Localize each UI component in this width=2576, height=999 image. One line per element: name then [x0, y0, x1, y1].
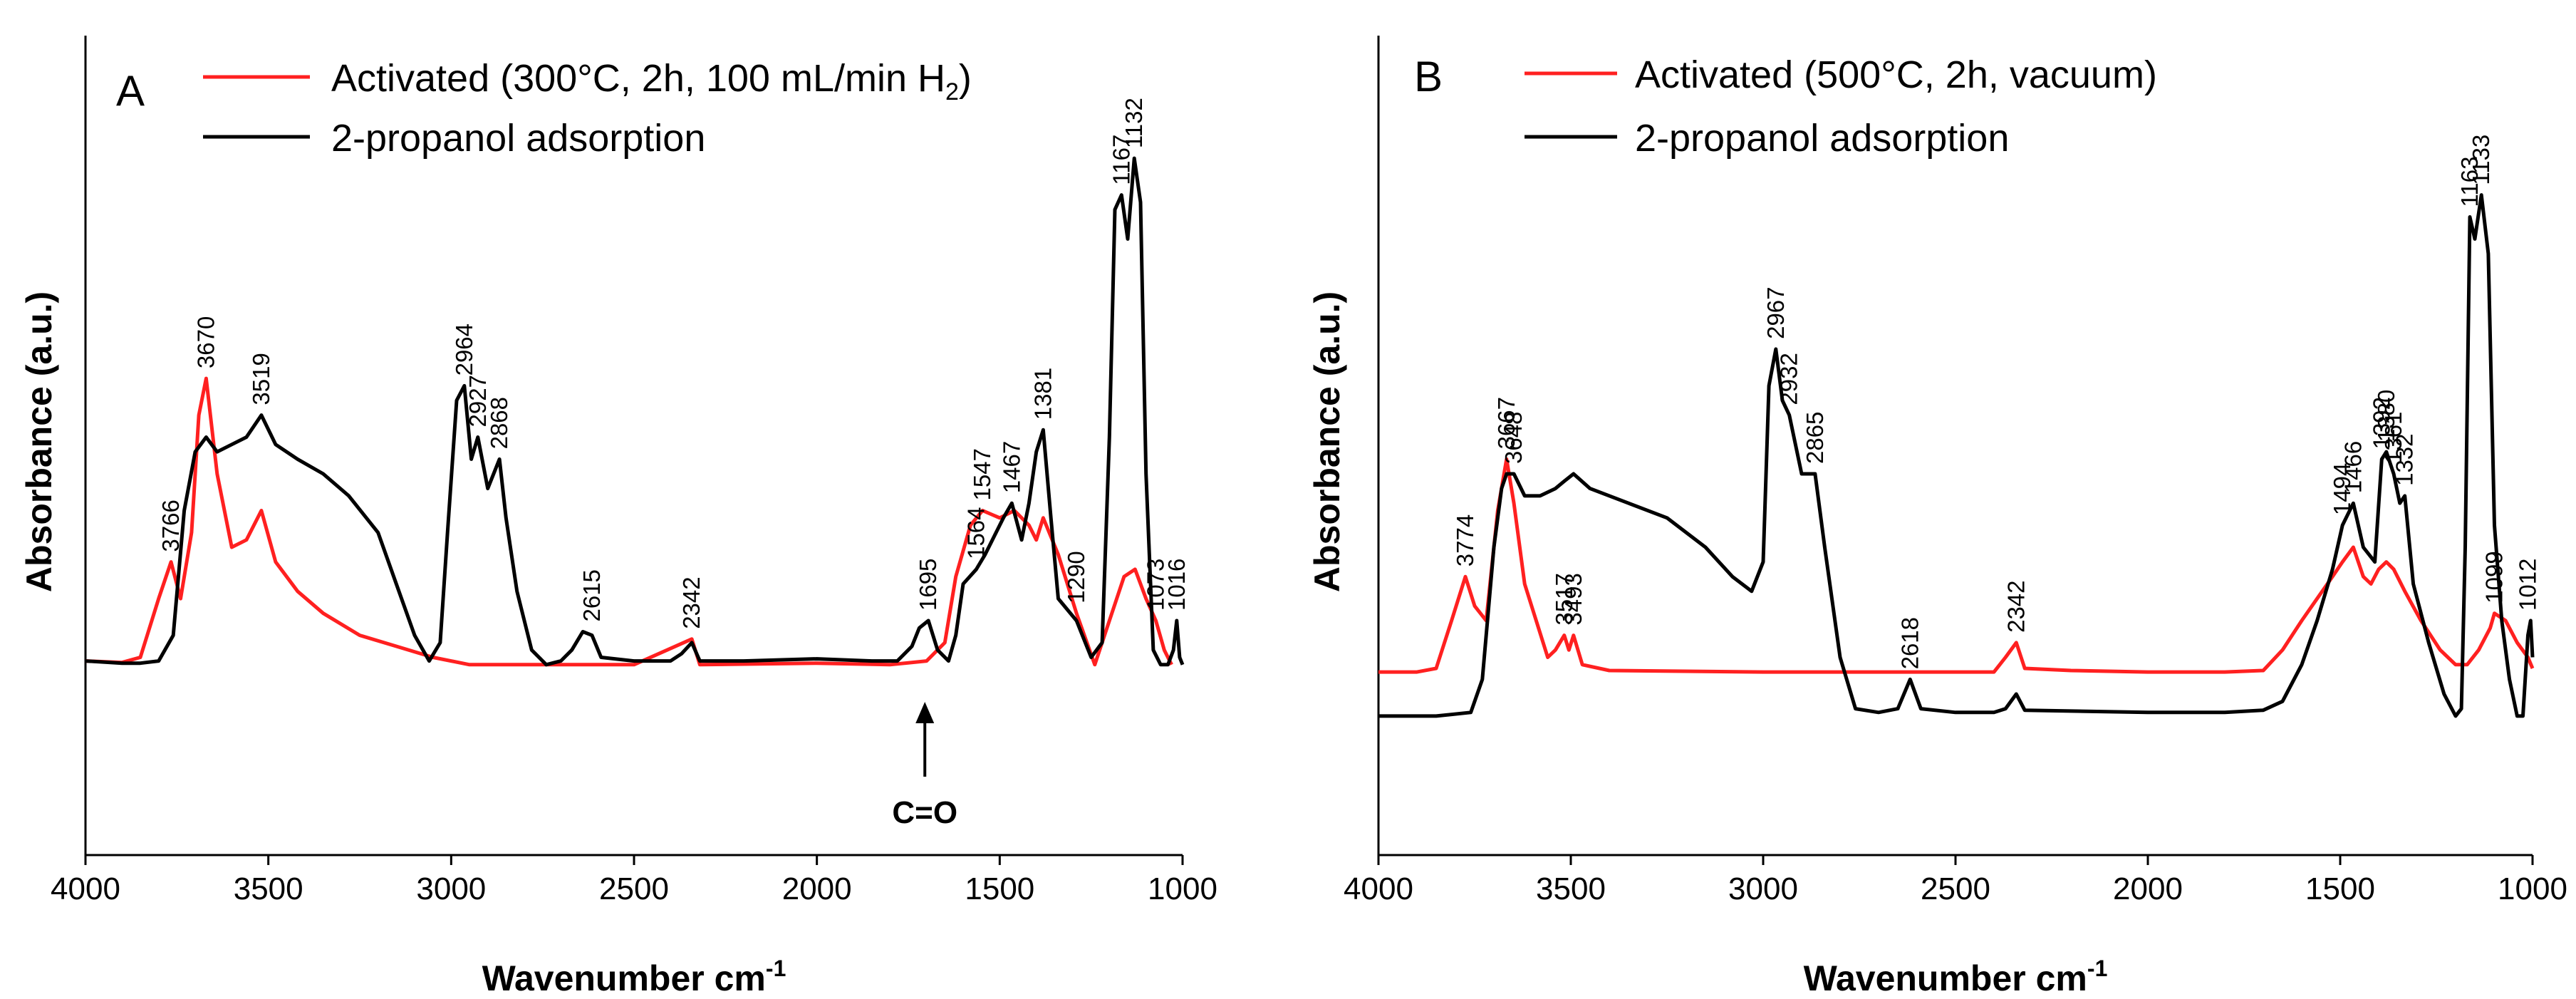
- co-arrow-head: [915, 702, 935, 723]
- panel-b-legend: Activated (500°C, 2h, vacuum) 2-propanol…: [1525, 53, 2157, 160]
- panel-a-x-tick-label: 4000: [51, 871, 120, 906]
- panel-b-peak-label: 1361: [2380, 412, 2406, 464]
- panel-b-peak-label: 1012: [2515, 559, 2541, 611]
- panel-b-peak-label: 1163: [2456, 157, 2483, 207]
- panel-b-series-2-propanol: [1378, 193, 2535, 718]
- panel-a-legend: Activated (300°C, 2h, 100 mL/min H2) 2-p…: [203, 57, 972, 160]
- panel-a-x-tick-label: 1000: [1148, 871, 1217, 906]
- panel-b-peak-label: 1392: [2368, 397, 2394, 449]
- panel-a-peak-label: 3766: [157, 500, 184, 552]
- panel-b: 4000 3500 3000 2500 2000 1500 1000 3774 3667364…: [1307, 36, 2567, 998]
- panel-b-x-tick-label: 3000: [1728, 871, 1798, 906]
- panel-a-series-2-propanol: [85, 156, 1185, 667]
- panel-b-peak-label: 1332: [2391, 433, 2418, 485]
- panel-b-peak-label: 1133: [2468, 135, 2494, 185]
- panel-b-y-label: Absorbance (a.u.): [1307, 291, 1347, 592]
- panel-b-legend-entry-1: 2-propanol adsorption: [1635, 117, 2009, 160]
- panel-a-peak-label: 2964: [451, 323, 477, 376]
- panel-a-peak-label: 2615: [578, 569, 605, 621]
- panel-a-peak-label: 1016: [1163, 559, 1190, 611]
- panel-b-peak-label: 3774: [1452, 514, 1478, 566]
- panel-b-peak-label: 3648: [1500, 412, 1527, 464]
- panel-a-series: [85, 156, 1185, 667]
- panel-b-legend-entry-0: Activated (500°C, 2h, vacuum): [1635, 53, 2157, 96]
- panel-a-co-annotation: C=O: [892, 702, 957, 830]
- panel-b-peak-label: 1099: [2481, 551, 2508, 603]
- panel-b-peak-label: 2932: [1776, 353, 1802, 405]
- panel-a-x-tick-label: 1500: [965, 871, 1034, 906]
- panel-b-x-tick-label: 2500: [1921, 871, 1990, 906]
- panel-b-x-tick-label: 2000: [2113, 871, 2183, 906]
- panel-b-peak-label: 3517: [1551, 573, 1577, 625]
- panel-a-peak-label: 1132: [1121, 98, 1147, 148]
- panel-a-peak-label: 1167: [1108, 135, 1134, 185]
- panel-a-peak-label: 1564: [963, 507, 990, 559]
- panel-b-peak-label: 1466: [2339, 441, 2366, 493]
- panel-a-peak-label: 2927: [464, 375, 491, 427]
- panel-a-peak-label: 1547: [969, 448, 995, 500]
- panel-b-peak-label: 2967: [1762, 286, 1789, 338]
- panel-a: 4000 3500 3000 2500 2000 1500 1000 3766 3670 351…: [19, 36, 1217, 998]
- panel-a-series-activated: [85, 376, 1173, 667]
- panel-b-peak-label: 1494: [2329, 463, 2355, 515]
- panel-b-series-activated: [1378, 457, 2535, 674]
- panel-a-x-tick-label: 2000: [782, 871, 852, 906]
- panel-a-legend-entry-0: Activated (300°C, 2h, 100 mL/min H2): [331, 57, 972, 105]
- panel-a-x-tick-label: 2500: [599, 871, 669, 906]
- panel-b-x-label: Wavenumber cm-1: [1804, 956, 2108, 998]
- panel-a-x-ticks: 4000 3500 3000 2500 2000 1500 1000: [51, 855, 1217, 906]
- panel-a-x-tick-label: 3500: [234, 871, 303, 906]
- panel-a-peak-label: 3519: [248, 353, 274, 405]
- panel-a-y-label: Absorbance (a.u.): [19, 291, 59, 592]
- panel-a-peak-label: 2342: [678, 576, 705, 628]
- panel-b-peak-label: 1380: [2373, 390, 2399, 442]
- panel-b-x-tick-label: 4000: [1344, 871, 1413, 906]
- panel-a-legend-entry-1: 2-propanol adsorption: [331, 117, 705, 160]
- panel-b-x-tick-label: 3500: [1536, 871, 1606, 906]
- panel-b-peak-label: 2865: [1802, 412, 1828, 464]
- panel-b-series: [1378, 193, 2535, 718]
- panel-a-peak-label: 1695: [915, 559, 941, 611]
- panel-b-peak-label: 3493: [1560, 573, 1586, 625]
- panel-b-peak-label: 3667: [1493, 397, 1520, 449]
- panel-b-peak-label: 2618: [1896, 617, 1923, 669]
- panel-b-peak-label: 2342: [2003, 580, 2029, 632]
- panel-b-x-ticks: 4000 3500 3000 2500 2000 1500 1000: [1344, 855, 2567, 906]
- panel-a-x-label: Wavenumber cm-1: [482, 956, 786, 998]
- panel-a-peak-label: 1381: [1029, 368, 1056, 420]
- panel-a-peak-label: 1467: [998, 441, 1024, 493]
- panel-b-label: B: [1414, 53, 1443, 100]
- panel-b-x-tick-label: 1500: [2305, 871, 2375, 906]
- panel-a-peak-label: 3670: [192, 316, 219, 368]
- co-annotation-label: C=O: [892, 795, 957, 830]
- panel-a-label: A: [116, 67, 145, 115]
- panel-a-peak-label: 1073: [1143, 559, 1169, 611]
- panel-a-x-tick-label: 3000: [416, 871, 486, 906]
- panel-b-x-tick-label: 1000: [2498, 871, 2567, 906]
- panel-a-peak-label: 2868: [486, 397, 512, 449]
- panel-a-peak-label: 1290: [1063, 551, 1089, 603]
